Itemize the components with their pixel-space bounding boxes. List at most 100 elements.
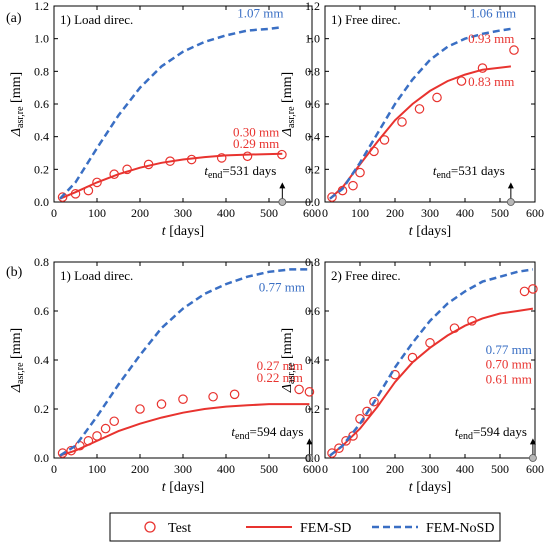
test-point bbox=[156, 399, 167, 409]
value-annotation: 0.22 mm bbox=[257, 370, 303, 385]
y-tick-label: 0.6 bbox=[34, 97, 49, 111]
x-tick-label: 300 bbox=[174, 206, 192, 220]
value-annotation: 0.61 mm bbox=[486, 371, 532, 386]
x-tick-label: 200 bbox=[386, 206, 404, 220]
legend-test-label: Test bbox=[168, 521, 191, 536]
x-tick-label: 300 bbox=[421, 206, 439, 220]
y-tick-label: 0.4 bbox=[305, 353, 320, 367]
y-tick-label: 0.2 bbox=[34, 162, 49, 176]
y-tick-label: 1.0 bbox=[305, 32, 320, 46]
end-day-label: tend=594 days bbox=[455, 424, 527, 442]
value-annotation: 1.06 mm bbox=[470, 5, 516, 20]
x-tick-label: 400 bbox=[456, 462, 474, 476]
fem-nosd-line bbox=[329, 268, 534, 457]
test-point bbox=[355, 167, 365, 178]
end-arrow-head bbox=[306, 438, 313, 445]
y-tick-label: 0.4 bbox=[34, 353, 49, 367]
y-tick-label: 0.0 bbox=[305, 195, 320, 209]
end-day-label: tend=531 days bbox=[204, 163, 276, 181]
y-tick-label: 0.6 bbox=[305, 304, 320, 318]
value-annotation: 0.93 mm bbox=[468, 31, 514, 46]
test-point bbox=[348, 180, 358, 191]
test-point bbox=[92, 177, 102, 188]
end-arrow-head bbox=[529, 438, 536, 445]
x-axis-label: t [days] bbox=[409, 480, 451, 495]
y-tick-label: 0.4 bbox=[34, 130, 49, 144]
test-point bbox=[414, 104, 425, 114]
y-tick-label: 0.4 bbox=[305, 130, 320, 144]
test-point bbox=[369, 396, 379, 407]
test-point bbox=[135, 404, 145, 414]
panel-title: 1) Load direc. bbox=[60, 12, 133, 27]
chart-panel-2: 0 100 200 300 400 500 6000.00.20.40.60.81.01.2… bbox=[280, 0, 544, 239]
x-tick-label: 100 bbox=[351, 462, 369, 476]
y-tick-label: 0.8 bbox=[305, 255, 320, 269]
x-tick-label: 300 bbox=[174, 462, 192, 476]
end-day-label: tend=531 days bbox=[433, 163, 505, 181]
fem-sd-line bbox=[59, 152, 283, 200]
y-tick-label: 0.6 bbox=[305, 97, 320, 111]
x-tick-label: 200 bbox=[131, 462, 149, 476]
x-tick-label: 0 bbox=[51, 206, 57, 220]
y-tick-label: 1.0 bbox=[34, 32, 49, 46]
test-point bbox=[109, 416, 119, 427]
x-tick-label: 500 bbox=[491, 206, 509, 220]
y-tick-label: 0.6 bbox=[34, 304, 49, 318]
test-point bbox=[477, 63, 488, 73]
x-tick-label: 600 bbox=[303, 206, 321, 220]
y-tick-label: 0.0 bbox=[305, 451, 320, 465]
x-tick-label: 400 bbox=[217, 206, 235, 220]
test-point bbox=[327, 192, 337, 202]
y-tick-label: 0.8 bbox=[34, 64, 49, 78]
y-tick-label: 0.0 bbox=[34, 451, 49, 465]
fem-sd-line bbox=[59, 403, 310, 457]
x-tick-label: 500 bbox=[260, 462, 278, 476]
x-tick-label: 100 bbox=[88, 462, 106, 476]
test-point bbox=[432, 92, 442, 103]
x-tick-label: 600 bbox=[526, 206, 544, 220]
y-tick-label: 1.2 bbox=[34, 0, 49, 13]
x-tick-label: 400 bbox=[217, 462, 235, 476]
y-tick-label: 0.2 bbox=[305, 162, 320, 176]
y-axis-label: Δasr,re [mm] bbox=[9, 328, 26, 393]
test-point bbox=[57, 192, 68, 202]
x-tick-label: 200 bbox=[131, 206, 149, 220]
legend: Test FEM-SD FEM-NoSD bbox=[109, 512, 501, 542]
x-tick-label: 300 bbox=[421, 462, 439, 476]
chart-panel-1: 0 100 200 300 400 500 6000.00.20.40.60.81.01.2… bbox=[6, 0, 321, 239]
end-marker bbox=[305, 454, 314, 462]
end-marker bbox=[529, 454, 537, 462]
y-tick-label: 0.2 bbox=[34, 402, 49, 416]
test-point bbox=[528, 284, 538, 294]
row-label: (b) bbox=[6, 265, 23, 280]
value-annotation: 0.83 mm bbox=[468, 74, 514, 89]
x-tick-label: 0 bbox=[51, 462, 57, 476]
test-point bbox=[208, 391, 218, 402]
x-tick-label: 500 bbox=[260, 206, 278, 220]
test-point bbox=[362, 406, 372, 417]
x-tick-label: 400 bbox=[456, 206, 474, 220]
row-label: (a) bbox=[6, 11, 22, 26]
test-point bbox=[379, 135, 390, 145]
end-marker bbox=[278, 198, 287, 206]
x-tick-label: 500 bbox=[491, 462, 509, 476]
test-point bbox=[341, 436, 351, 446]
end-marker bbox=[506, 198, 515, 206]
y-axis-label: Δasr,re [mm] bbox=[9, 72, 26, 137]
x-tick-label: 600 bbox=[303, 462, 321, 476]
value-annotation: 0.77 mm bbox=[486, 342, 532, 357]
y-tick-label: 1.2 bbox=[305, 0, 320, 13]
test-point bbox=[519, 286, 530, 297]
panel-title: 1) Load direc. bbox=[60, 268, 133, 283]
y-axis-label: Δasr,re [mm] bbox=[280, 72, 297, 137]
fem-nosd-line bbox=[59, 25, 283, 200]
y-axis-label: Δasr,re [mm] bbox=[280, 328, 297, 393]
value-annotation: 0.29 mm bbox=[233, 136, 279, 151]
test-point bbox=[229, 389, 240, 400]
test-point bbox=[334, 443, 344, 453]
end-arrow-head bbox=[507, 182, 514, 189]
test-point bbox=[294, 384, 304, 395]
value-annotation: 0.27 mm bbox=[257, 358, 303, 373]
